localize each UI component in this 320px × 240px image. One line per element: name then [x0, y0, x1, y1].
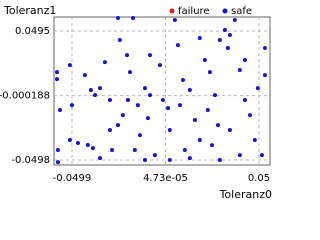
point: [172, 17, 177, 22]
point: [187, 156, 192, 161]
point: [262, 46, 267, 51]
y-axis-title: Toleranz1: [3, 4, 56, 17]
point: [69, 103, 74, 108]
point: [182, 148, 187, 153]
point: [145, 116, 150, 121]
point: [197, 138, 202, 143]
point: [120, 113, 125, 118]
point: [167, 128, 172, 133]
point: [98, 86, 103, 91]
point: [247, 113, 252, 118]
point: [259, 153, 264, 158]
y-tick-label: -0.000188: [0, 91, 50, 102]
x-axis-title: Toleranz0: [219, 188, 272, 201]
legend-label: failure: [178, 6, 210, 17]
point: [175, 43, 180, 48]
x-tick-label: -0.0499: [53, 173, 92, 184]
point: [55, 148, 60, 153]
point: [107, 98, 112, 103]
y-tick-label: 0.0495: [15, 26, 50, 37]
point: [75, 141, 80, 146]
point: [137, 133, 142, 138]
point: [142, 86, 147, 91]
point: [148, 53, 153, 58]
point: [225, 46, 230, 51]
point: [107, 128, 112, 133]
point: [130, 16, 135, 21]
point: [157, 63, 162, 68]
point: [222, 27, 227, 32]
point: [237, 153, 242, 158]
point: [242, 98, 247, 103]
point: [209, 143, 214, 148]
point: [215, 123, 220, 128]
point: [197, 36, 202, 41]
x-tick-label: 4.73e-05: [143, 173, 188, 184]
point: [252, 138, 257, 143]
point: [152, 153, 157, 158]
point: [217, 37, 222, 42]
legend-label: safe: [231, 6, 252, 17]
point: [135, 103, 140, 108]
point: [165, 106, 170, 111]
point: [98, 156, 103, 161]
point: [85, 142, 90, 147]
point: [202, 58, 207, 63]
legend-marker: [222, 8, 228, 14]
point: [217, 158, 222, 163]
point: [55, 160, 60, 165]
point: [127, 70, 132, 75]
point: [125, 98, 130, 103]
point: [88, 88, 93, 93]
point: [117, 37, 122, 42]
point: [237, 68, 242, 73]
point: [262, 73, 267, 78]
point: [212, 93, 217, 98]
point: [227, 128, 232, 133]
legend-marker: [169, 8, 175, 14]
point: [180, 78, 185, 83]
point: [232, 17, 237, 22]
point: [205, 108, 210, 113]
point: [242, 58, 247, 63]
point: [167, 158, 172, 163]
plot-area: [53, 16, 271, 166]
point: [142, 158, 147, 163]
point: [207, 70, 212, 75]
point: [132, 148, 137, 153]
point: [102, 60, 107, 65]
point: [177, 103, 182, 108]
chart: Toleranz1 Toleranz0 -0.0499 4.73e-05 0.05 -…: [0, 4, 272, 201]
point: [116, 123, 121, 128]
point: [82, 73, 87, 78]
point: [187, 88, 192, 93]
point: [92, 93, 97, 98]
point: [160, 98, 165, 103]
point: [54, 77, 59, 82]
point: [67, 63, 72, 68]
point: [57, 108, 62, 113]
point: [255, 86, 260, 91]
point: [90, 146, 95, 151]
point: [110, 148, 115, 153]
point: [67, 138, 72, 143]
y-tick-label: -0.0498: [11, 155, 50, 166]
point: [148, 93, 153, 98]
x-tick-label: 0.05: [248, 173, 270, 184]
point: [192, 118, 197, 123]
point: [227, 33, 232, 38]
point: [116, 16, 121, 21]
point: [54, 70, 59, 75]
point: [124, 53, 129, 58]
